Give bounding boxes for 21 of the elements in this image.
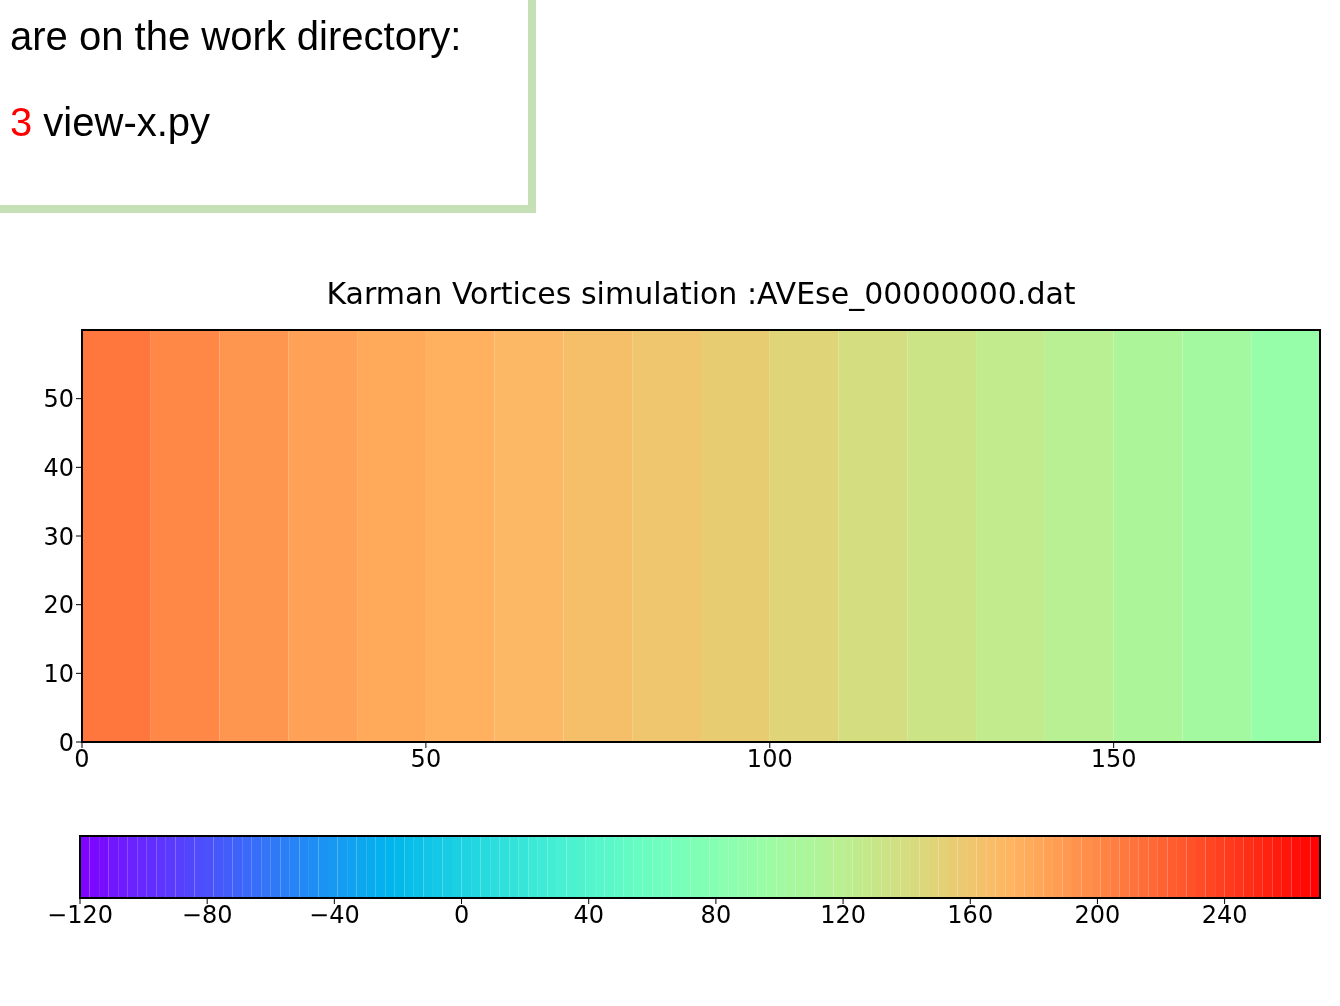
y-tick-label: 50: [43, 385, 74, 414]
y-tick-label: 30: [43, 522, 74, 551]
text: 3 view-x.py: [10, 100, 211, 145]
color-bar-label: 200: [1074, 901, 1121, 930]
x-tick-label: 150: [1090, 745, 1137, 774]
color-bar-label: −80: [181, 901, 233, 930]
color-bar-label: 160: [947, 901, 994, 930]
color-bar-label: 80: [700, 901, 732, 930]
x-tick-label: 50: [410, 745, 442, 774]
text: are on the work directory:: [10, 14, 462, 59]
x-tick-label: 100: [746, 745, 793, 774]
color-bar-label: 240: [1201, 901, 1248, 930]
color-bar-label: 0: [453, 901, 470, 930]
color-bar-label: −120: [47, 901, 113, 930]
chart-title: Karman Vortices simulation :AVEse_00000000.dat: [325, 276, 1077, 311]
color-bar-label: 120: [820, 901, 866, 930]
color-bar-label: 40: [573, 901, 604, 930]
y-tick-label: 40: [43, 453, 74, 482]
y-tick-label: 20: [43, 591, 74, 620]
color-bar-label: −40: [309, 901, 360, 930]
y-tick-label: 10: [43, 659, 74, 688]
